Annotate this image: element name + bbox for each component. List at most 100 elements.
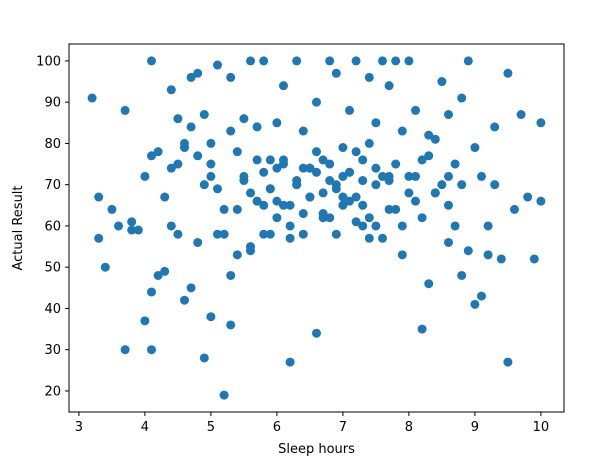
data-point (272, 196, 282, 206)
data-point (312, 147, 321, 157)
data-point (417, 155, 427, 165)
data-point (312, 167, 321, 177)
data-point (193, 237, 203, 247)
data-point (180, 295, 189, 305)
data-point (160, 192, 170, 202)
data-point (239, 176, 249, 186)
data-point (206, 138, 216, 148)
data-point (318, 209, 328, 219)
data-point (265, 184, 275, 194)
data-point (391, 204, 401, 214)
data-point (457, 93, 467, 103)
data-point (338, 171, 348, 181)
data-point (457, 270, 467, 280)
data-point (430, 134, 440, 144)
data-point (358, 176, 368, 186)
data-point (147, 287, 156, 297)
data-point (180, 138, 189, 148)
data-points (87, 56, 546, 400)
data-point (272, 163, 282, 173)
y-axis-ticks: 20 30 40 50 60 70 80 90 100 (36, 54, 69, 399)
data-point (397, 221, 407, 231)
data-point (153, 270, 163, 280)
data-point (87, 93, 97, 103)
data-point (463, 246, 473, 256)
data-point (186, 72, 196, 82)
data-point (153, 147, 163, 157)
data-point (318, 188, 328, 198)
data-point (371, 118, 381, 128)
data-point (411, 196, 420, 206)
y-tick-label: 30 (44, 343, 61, 358)
data-point (265, 155, 275, 165)
data-point (490, 122, 500, 132)
data-point (232, 147, 242, 157)
data-point (503, 68, 513, 78)
data-point (246, 56, 255, 66)
data-point (100, 262, 110, 272)
data-point (371, 180, 381, 190)
x-tick-label: 10 (533, 420, 550, 435)
data-point (417, 213, 427, 223)
data-point (496, 254, 506, 264)
data-point (127, 217, 137, 227)
data-point (120, 105, 130, 115)
data-point (430, 188, 440, 198)
data-point (378, 56, 387, 66)
data-point (298, 209, 308, 219)
data-point (470, 143, 480, 153)
data-point (444, 200, 453, 210)
x-tick-label: 5 (207, 420, 215, 435)
data-point (351, 217, 361, 227)
data-point (364, 72, 374, 82)
data-point (252, 196, 262, 206)
x-tick-label: 6 (273, 420, 281, 435)
data-point (358, 155, 368, 165)
x-tick-label: 8 (405, 420, 413, 435)
data-point (173, 159, 183, 169)
data-point (338, 200, 348, 210)
x-tick-label: 3 (75, 420, 83, 435)
data-point (226, 72, 236, 82)
data-point (166, 163, 176, 173)
data-point (213, 60, 222, 70)
data-point (219, 229, 229, 239)
data-point (160, 266, 170, 276)
data-point (206, 159, 216, 169)
data-point (378, 233, 387, 243)
data-point (358, 200, 368, 210)
data-point (213, 184, 222, 194)
data-point (305, 163, 315, 173)
data-point (107, 204, 117, 214)
y-tick-label: 100 (36, 54, 61, 69)
data-point (450, 159, 460, 169)
data-point (490, 180, 500, 190)
data-point (529, 254, 539, 264)
data-point (259, 200, 269, 210)
data-point (219, 204, 229, 214)
x-axis-ticks: 3 4 5 6 7 8 9 10 (75, 412, 549, 435)
data-point (173, 229, 183, 239)
x-tick-label: 7 (339, 420, 347, 435)
data-point (298, 163, 308, 173)
data-point (279, 155, 288, 165)
data-point (424, 279, 434, 289)
data-point (457, 180, 467, 190)
data-point (147, 151, 156, 161)
y-tick-label: 40 (44, 302, 61, 317)
data-point (252, 155, 262, 165)
data-point (331, 68, 341, 78)
data-point (384, 204, 394, 214)
data-point (285, 200, 295, 210)
x-tick-label: 4 (141, 420, 149, 435)
data-point (351, 56, 361, 66)
data-point (536, 118, 546, 128)
y-tick-label: 90 (44, 96, 61, 111)
y-tick-label: 20 (44, 384, 61, 399)
data-point (384, 81, 394, 91)
data-point (371, 221, 381, 231)
y-tick-label: 50 (44, 261, 61, 276)
x-axis-label: Sleep hours (278, 442, 355, 457)
data-point (510, 204, 519, 214)
data-point (318, 155, 328, 165)
